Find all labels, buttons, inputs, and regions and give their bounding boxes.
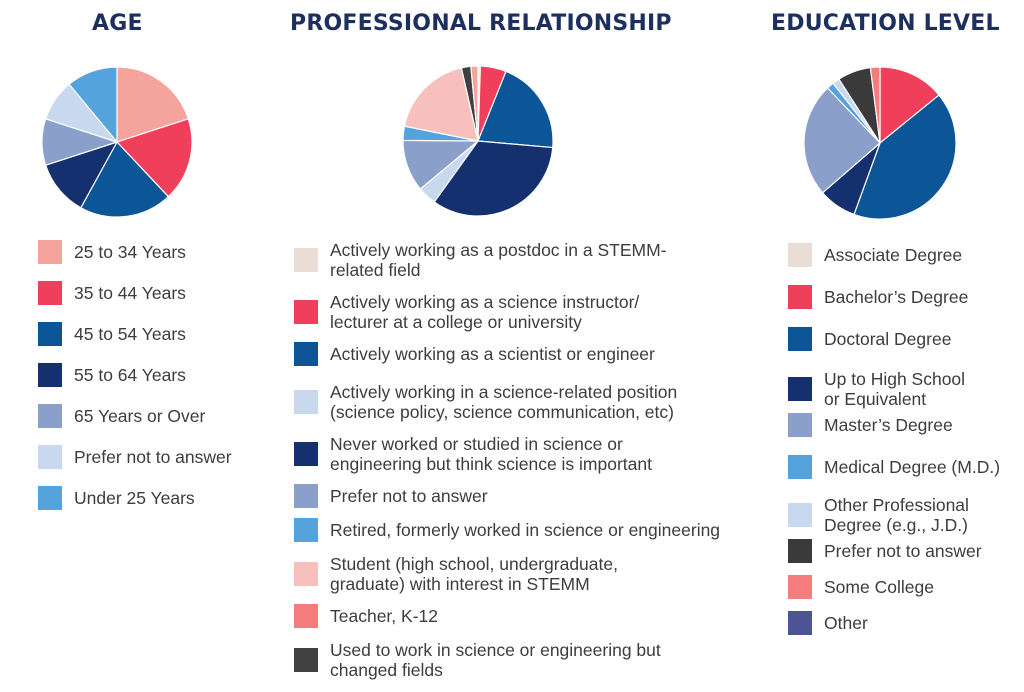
legend-swatch [788,413,812,437]
legend-swatch [294,518,318,542]
legend-swatch [294,562,318,586]
legend-label: Some College [824,577,934,597]
legend-label: 45 to 54 Years [74,324,186,344]
legend-swatch [38,486,62,510]
legend-label: Actively working as a postdoc in a STEMM… [330,240,667,280]
legend-swatch [788,503,812,527]
legend-swatch [788,377,812,401]
legend-swatch [38,363,62,387]
pie-slice-teacher-k-12 [403,67,479,142]
legend-label: Other Professional Degree (e.g., J.D.) [824,495,969,535]
legend-label: Associate Degree [824,245,963,265]
legend-swatch [294,300,318,324]
legend-swatch [38,445,62,469]
pie-education-level [803,66,957,220]
pie-slice-actively-working-as-a-scientist-or-engin [477,70,554,149]
legend-swatch [294,604,318,628]
pie-slice-never-worked-or-studied-in-science-or-en [433,140,554,217]
legend-swatch [38,281,62,305]
pie-slice-doctoral-degree [853,94,957,220]
legend-label: 55 to 64 Years [74,365,186,385]
legend-label: Prefer not to answer [74,447,232,467]
legend-label: Prefer not to answer [330,486,488,506]
legend-label: Never worked or studied in science or en… [330,434,652,474]
chart-title: EDUCATION LEVEL [771,11,1000,36]
pie-slice [470,65,479,142]
legend-swatch [38,322,62,346]
pie-professional-relationship [402,65,554,217]
legend-swatch [38,240,62,264]
legend-swatch [788,539,812,563]
legend-label: Prefer not to answer [824,541,982,561]
chart-title: PROFESSIONAL RELATIONSHIP [290,11,672,36]
legend-swatch [788,455,812,479]
legend-swatch [788,327,812,351]
legend-swatch [38,404,62,428]
legend-label: Bachelor’s Degree [824,287,969,307]
legend-label: 65 Years or Over [74,406,206,426]
legend-swatch [788,243,812,267]
pie-slice-bachelor-s-degree [879,66,940,144]
legend-swatch [294,342,318,366]
pie-slice-45-to-54-years [80,141,169,218]
legend-label: Under 25 Years [74,488,195,508]
pie-slice-some-college [869,66,881,144]
legend-swatch [294,484,318,508]
pie-slice-under-25-years [68,66,118,143]
pie-age [41,66,193,218]
legend-label: Up to High School or Equivalent [824,369,966,409]
legend-label: 35 to 44 Years [74,283,186,303]
legend-swatch [788,611,812,635]
legend-swatch [294,390,318,414]
legend-swatch [294,248,318,272]
legend-label: Used to work in science or engineering b… [330,640,661,680]
legend-label: Actively working as a science instructor… [330,292,640,332]
legend-label: Actively working as a scientist or engin… [330,344,655,364]
legend-swatch [788,575,812,599]
legend-swatch [294,648,318,672]
legend-label: 25 to 34 Years [74,242,186,262]
legend-label: Student (high school, undergraduate, gra… [330,554,618,594]
pie-slice-master-s-degree [803,87,881,194]
legend-swatch [788,285,812,309]
chart-title: AGE [92,11,143,36]
legend-label: Other [824,613,868,633]
legend-label: Medical Degree (M.D.) [824,457,1001,477]
legend-label: Actively working in a science-related po… [330,382,678,422]
legend-label: Master’s Degree [824,415,953,435]
legend-label: Retired, formerly worked in science or e… [330,520,721,540]
legend-swatch [294,442,318,466]
legend-label: Doctoral Degree [824,329,952,349]
pie-slice-35-to-44-years [116,118,193,198]
pie-slice-25-to-34-years [116,66,189,143]
legend-label: Teacher, K-12 [330,606,438,626]
